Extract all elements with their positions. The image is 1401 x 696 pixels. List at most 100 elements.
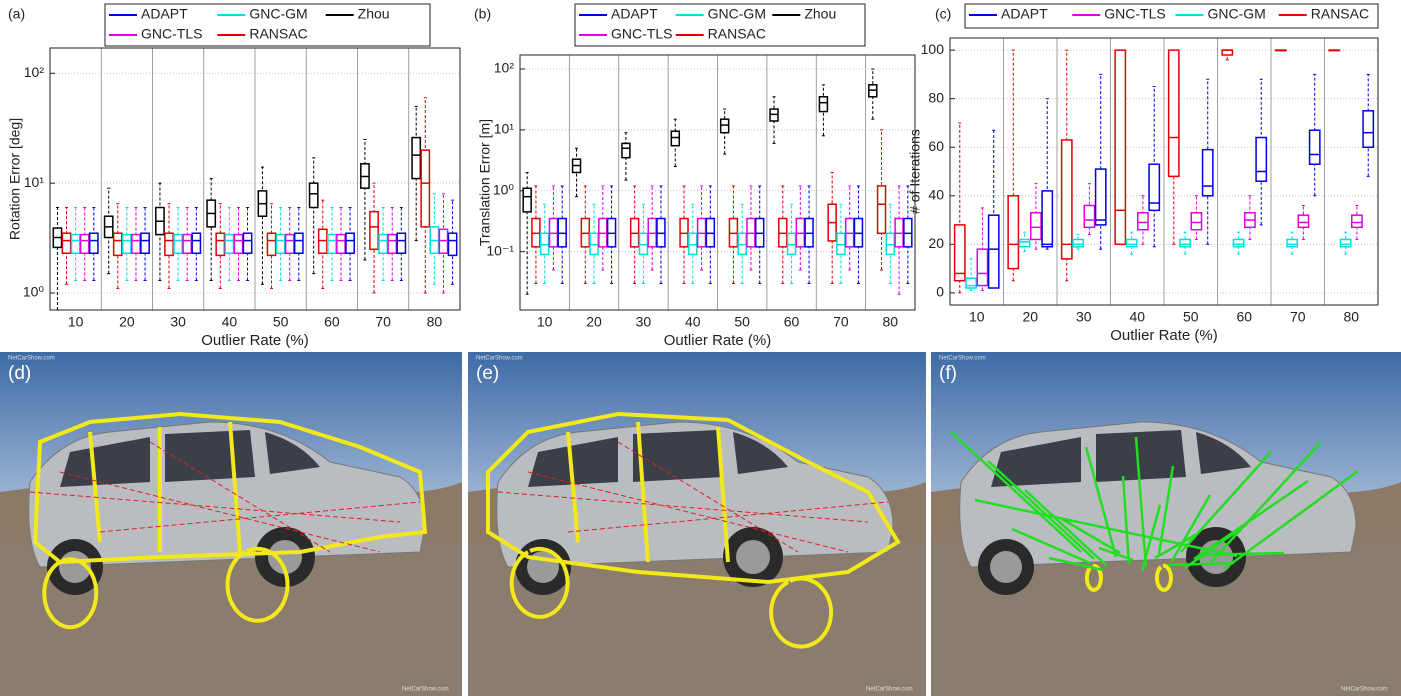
x-tick-label: 30 [636,314,652,330]
axes-frame [519,54,916,311]
match-line [1134,436,1148,568]
box [1094,168,1107,226]
box [638,232,649,256]
match-line [1154,532,1198,560]
y-tick-label: 10² [24,64,45,80]
box [1060,139,1073,260]
watermark: NetCarShow.com [402,687,449,693]
box [818,96,829,113]
y-tick-label: 10¹ [494,121,515,137]
legend-label: ADAPT [1001,6,1048,22]
box [976,248,989,287]
box [88,232,99,255]
x-tick-label: 80 [883,314,899,330]
match-line [1084,446,1118,558]
box [1255,136,1268,182]
panel-label: (f) [939,363,957,384]
x-tick-label: 40 [222,314,238,330]
y-axis-label: # of Iterations [907,129,923,214]
x-axis-label: Outlier Rate (%) [664,332,772,349]
box [1351,214,1363,229]
box [215,232,226,257]
match-line [1061,517,1121,555]
box [396,232,407,255]
box [293,232,304,255]
box [1125,238,1138,248]
box [1297,214,1310,229]
box [953,224,966,282]
box [140,232,150,255]
y-tick-label: 20 [928,235,944,251]
match-line [987,460,1095,560]
watermark: NetCarShow.com [939,356,986,362]
y-tick-label: 10⁰ [23,284,45,300]
box [1018,238,1031,248]
box [121,233,132,255]
legend-label: ADAPT [611,6,658,22]
legend-label: RANSAC [1311,6,1369,22]
box [1308,129,1321,165]
box [987,214,1000,289]
x-tick-label: 30 [1076,309,1092,325]
box [308,182,319,209]
legend-label: GNC-GM [249,6,307,22]
x-tick-label: 50 [273,314,289,330]
box [79,233,90,255]
box [1041,190,1054,248]
watermark: NetCarShow.com [866,687,913,693]
box [369,210,379,251]
x-tick-label: 60 [1236,309,1252,325]
y-tick-label: 100 [921,41,945,57]
match-line [1140,504,1162,572]
box [447,232,458,257]
wireframe [42,421,290,630]
panel-label: (d) [8,363,31,384]
y-tick-label: 60 [928,138,944,154]
x-tick-label: 10 [969,309,985,325]
car-windows [60,430,320,487]
legend-label: GNC-GM [1208,6,1266,22]
box [737,232,747,256]
axes-frame [49,47,461,311]
car-windows [528,430,788,487]
box [164,232,174,257]
box [345,232,355,255]
box [1232,238,1245,248]
match-line [1193,479,1309,561]
legend-frame [964,3,1379,29]
x-tick-label: 50 [1183,309,1199,325]
box [326,233,337,255]
hub [990,551,1022,583]
box [589,232,599,256]
y-axis-label: Translation Error [m] [477,119,493,246]
box [173,233,184,255]
x-axis-label: Outlier Rate (%) [201,332,309,349]
x-tick-label: 60 [324,314,340,330]
box [1362,110,1375,148]
box [131,233,141,255]
box [1148,163,1161,212]
y-tick-label: 10¹ [24,174,45,190]
box [1167,49,1180,178]
watermark: NetCarShow.com [476,356,523,362]
x-tick-label: 60 [784,314,800,330]
match-line [1048,556,1104,572]
box [336,233,346,255]
match-line [1024,489,1108,567]
x-tick-label: 40 [685,314,701,330]
box [387,233,398,255]
match-line [1223,469,1359,571]
legend-frame [104,3,431,47]
match-line [974,498,1238,558]
match-line [1210,441,1322,563]
x-tick-label: 20 [586,314,602,330]
box [266,232,277,257]
x-tick-label: 30 [170,314,186,330]
box [836,232,846,256]
box [1286,238,1298,248]
x-tick-label: 10 [537,314,553,330]
box [786,232,797,256]
match-line [1167,561,1235,567]
